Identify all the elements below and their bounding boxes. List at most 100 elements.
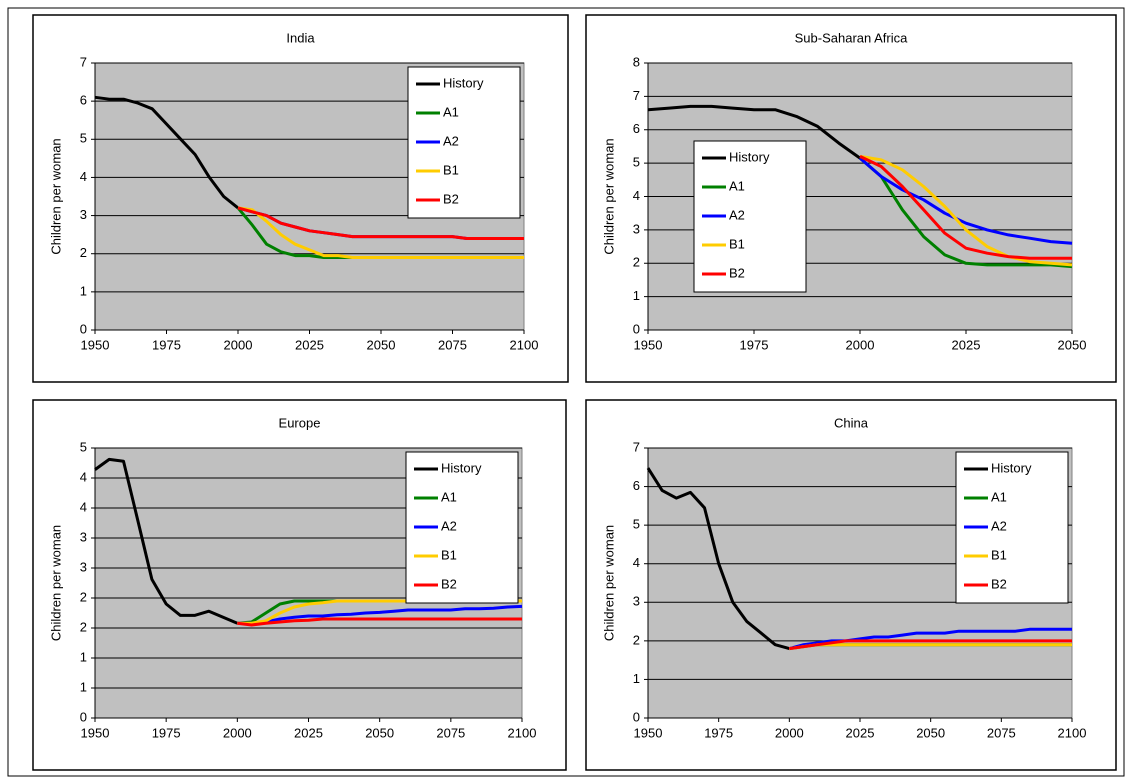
y-tick-label: 5 [633, 155, 640, 170]
y-tick-label: 2 [80, 589, 87, 604]
series-line [859, 155, 1072, 260]
y-tick-label: 4 [80, 169, 87, 184]
x-tick-label: 1950 [81, 337, 110, 352]
y-tick-label: 1 [80, 283, 87, 298]
y-tick-label: 1 [633, 671, 640, 686]
legend-label: A2 [441, 518, 457, 533]
legend: History A1 A2 B1 B2 [407, 66, 521, 219]
series-line [859, 156, 1073, 245]
y-tick-label: 0 [633, 709, 640, 724]
legend-label: B2 [443, 191, 459, 206]
x-tick-label: 2075 [438, 337, 467, 352]
series-line [94, 95, 239, 210]
x-tick-label: 1975 [704, 725, 733, 740]
legend-label: B1 [729, 236, 745, 251]
legend-label: A2 [729, 207, 745, 222]
y-tick-label: 3 [80, 207, 87, 222]
legend-label: History [441, 460, 482, 475]
y-tick-label: 4 [80, 499, 87, 514]
series-line [859, 154, 1073, 267]
y-tick-label: 2 [80, 619, 87, 634]
x-tick-label: 1950 [634, 725, 663, 740]
x-tick-label: 2100 [1058, 725, 1087, 740]
series-line [237, 206, 524, 240]
legend-label: B2 [441, 576, 457, 591]
y-tick-label: 2 [633, 632, 640, 647]
legend-label: A1 [991, 489, 1007, 504]
y-axis-label: Children per woman [601, 525, 616, 641]
y-tick-label: 4 [80, 469, 87, 484]
series-line [237, 206, 524, 259]
y-tick-label: 1 [80, 679, 87, 694]
x-tick-label: 2025 [295, 337, 324, 352]
x-tick-label: 1950 [81, 725, 110, 740]
x-tick-label: 1950 [634, 337, 663, 352]
x-tick-label: 2025 [846, 725, 875, 740]
y-tick-label: 8 [633, 54, 640, 69]
y-tick-label: 6 [633, 121, 640, 136]
x-tick-label: 2050 [365, 725, 394, 740]
x-tick-label: 2050 [1058, 337, 1087, 352]
legend-label: A2 [991, 518, 1007, 533]
y-axis-label: Children per woman [601, 138, 616, 254]
legend: History A1 A2 B1 B2 [955, 451, 1069, 604]
chart-title: China [834, 415, 869, 430]
legend-label: B1 [443, 162, 459, 177]
x-tick-label: 2075 [987, 725, 1016, 740]
y-tick-label: 1 [80, 649, 87, 664]
series-line [94, 457, 238, 625]
legend-label: B1 [991, 547, 1007, 562]
x-tick-label: 2000 [775, 725, 804, 740]
y-tick-label: 7 [80, 54, 87, 69]
legend-label: History [729, 149, 770, 164]
y-tick-label: 6 [633, 478, 640, 493]
x-tick-label: 2050 [916, 725, 945, 740]
x-tick-label: 2100 [510, 337, 539, 352]
x-tick-label: 1975 [152, 337, 181, 352]
legend-label: B2 [991, 576, 1007, 591]
series-line [646, 467, 790, 651]
y-tick-label: 5 [633, 517, 640, 532]
y-tick-label: 3 [80, 559, 87, 574]
series-line [647, 104, 861, 160]
legend-label: History [991, 460, 1032, 475]
y-tick-label: 0 [80, 321, 87, 336]
series-line [789, 643, 1072, 651]
legend-label: A1 [443, 104, 459, 119]
y-tick-label: 1 [633, 288, 640, 303]
x-tick-label: 1975 [152, 725, 181, 740]
legend-label: A1 [441, 489, 457, 504]
y-tick-label: 2 [633, 255, 640, 270]
chart-panel: Europe Children per woman 0 1 1 2 2 3 3 4 4 5 1950 19… [32, 399, 567, 771]
x-tick-label: 2000 [223, 725, 252, 740]
x-tick-label: 2075 [436, 725, 465, 740]
y-tick-label: 5 [80, 131, 87, 146]
y-tick-label: 0 [80, 709, 87, 724]
y-tick-label: 2 [80, 245, 87, 260]
legend-label: A2 [443, 133, 459, 148]
series-line [859, 156, 1073, 269]
y-tick-label: 5 [80, 439, 87, 454]
chart-panel: India Children per woman 0 1 2 3 4 5 6 7 1950 1975 2… [32, 14, 569, 383]
y-tick-label: 3 [633, 221, 640, 236]
x-tick-label: 2050 [367, 337, 396, 352]
legend: History A1 A2 B1 B2 [405, 451, 519, 604]
chart-title: India [286, 30, 315, 45]
y-tick-label: 4 [633, 188, 640, 203]
y-tick-label: 4 [633, 555, 640, 570]
x-tick-label: 2025 [952, 337, 981, 352]
legend: History A1 A2 B1 B2 [693, 140, 807, 293]
y-tick-label: 3 [80, 529, 87, 544]
x-tick-label: 2000 [224, 337, 253, 352]
legend-label: A1 [729, 178, 745, 193]
x-tick-label: 2000 [846, 337, 875, 352]
y-tick-label: 7 [633, 439, 640, 454]
x-tick-label: 2100 [508, 725, 537, 740]
x-tick-label: 2025 [294, 725, 323, 740]
chart-title: Europe [279, 415, 321, 430]
chart-title: Sub-Saharan Africa [795, 30, 909, 45]
y-axis-label: Children per woman [48, 525, 63, 641]
y-tick-label: 6 [80, 93, 87, 108]
chart-panel: Sub-Saharan Africa Children per woman 0 1 2 3… [585, 14, 1117, 383]
outer-frame [7, 7, 1125, 777]
